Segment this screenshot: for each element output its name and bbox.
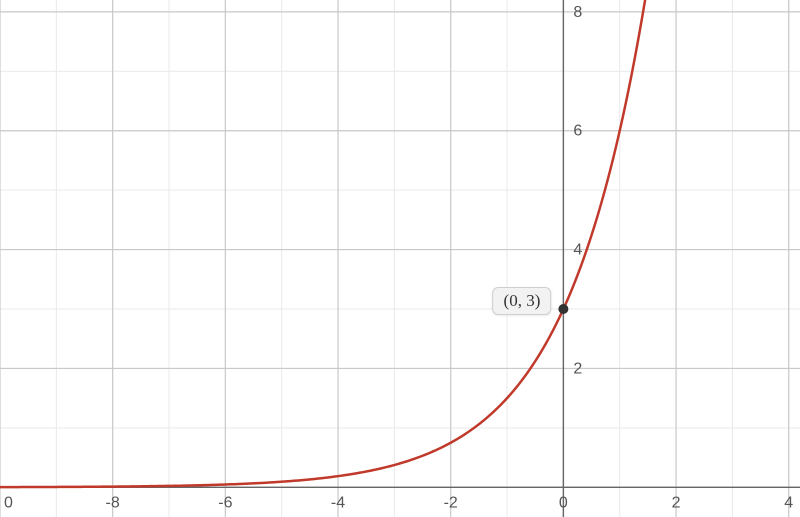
exponential-chart: 0 -8 -6 -4 -2 0 2 4 2 4 6 8 (0, 3) [0, 0, 800, 517]
svg-text:8: 8 [573, 4, 582, 21]
svg-text:6: 6 [573, 123, 582, 140]
svg-text:-8: -8 [106, 494, 120, 511]
svg-text:0: 0 [4, 494, 13, 511]
svg-text:-6: -6 [218, 494, 232, 511]
svg-text:-2: -2 [444, 494, 458, 511]
svg-text:4: 4 [784, 494, 793, 511]
svg-text:4: 4 [573, 242, 582, 259]
svg-text:2: 2 [573, 360, 582, 377]
chart-svg: 0 -8 -6 -4 -2 0 2 4 2 4 6 8 [0, 0, 800, 517]
svg-text:0: 0 [559, 494, 568, 511]
point-label: (0, 3) [493, 287, 552, 315]
svg-text:2: 2 [672, 494, 681, 511]
svg-text:-4: -4 [331, 494, 345, 511]
